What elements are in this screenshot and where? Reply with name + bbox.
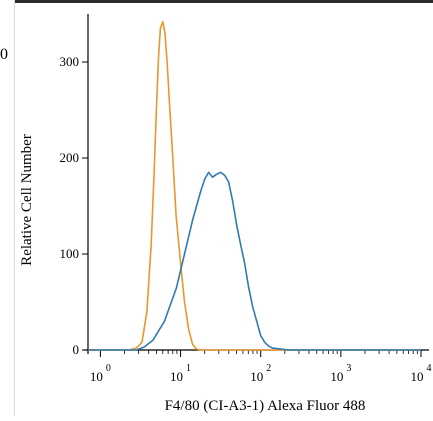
- x-tick-label: 10: [170, 369, 183, 384]
- series-line-2: [88, 171, 421, 351]
- x-tick-label: 10: [250, 369, 263, 384]
- series-layer: [88, 20, 421, 351]
- axes: [84, 14, 429, 354]
- x-tick-label: 10: [411, 369, 424, 384]
- x-tick-exponent: 1: [186, 363, 191, 374]
- x-axis-label: F4/80 (CI-A3-1) Alexa Fluor 488: [165, 398, 366, 414]
- x-tick-label: 10: [330, 369, 343, 384]
- series-line-1: [88, 20, 421, 351]
- left-border-line: [14, 0, 15, 416]
- y-tick-label: 300: [60, 54, 80, 69]
- x-tick-exponent: 3: [346, 363, 351, 374]
- x-tick-label: 10: [90, 369, 103, 384]
- y-axis-label: Relative Cell Number: [19, 134, 35, 266]
- x-tick-exponent: 2: [266, 363, 271, 374]
- y-tick-label: 100: [60, 246, 80, 261]
- y-tick-label: 200: [60, 150, 80, 165]
- x-tick-exponent: 4: [427, 363, 432, 374]
- clipped-edge-text: 0: [0, 46, 8, 63]
- x-tick-exponent: 0: [106, 363, 111, 374]
- y-tick-label: 0: [73, 342, 80, 357]
- window-top-bar: [14, 0, 433, 3]
